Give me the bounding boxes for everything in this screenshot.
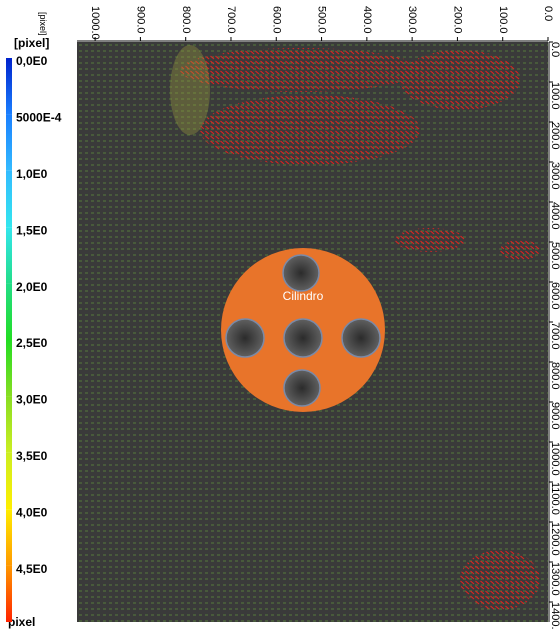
x-tick-label: 300.0 (406, 6, 418, 34)
colorbar-tick-label: 3,0E0 (16, 393, 48, 407)
y-tick-label: 300.0 (549, 162, 560, 190)
x-tick-label: 100.0 (497, 6, 509, 34)
x-tick-label: 400.0 (361, 6, 373, 34)
y-tick-label: 600.0 (549, 282, 560, 310)
colorbar-segment (6, 509, 12, 566)
holes (225, 254, 381, 407)
colorbar-segment (6, 565, 12, 622)
y-tick-label: 400.0 (549, 202, 560, 230)
colorbar-unit: pixel (8, 615, 35, 629)
colorbar-segment (6, 227, 12, 284)
colorbar-tick-label: 0,0E0 (16, 54, 48, 68)
colorbar-segment (6, 452, 12, 510)
x-tick-label: 900.0 (134, 6, 146, 34)
colorbar-tick-label: 2,0E0 (16, 280, 48, 294)
colorbar-segment (6, 283, 12, 340)
x-tick-label: 600.0 (270, 6, 282, 34)
colorbar-tick-label: 1,0E0 (16, 167, 48, 181)
y-tick-label: 200.0 (549, 122, 560, 150)
plot-area: Cilindro (77, 42, 548, 622)
colorbar-segment (6, 170, 12, 228)
y-tick-label: 700.0 (549, 322, 560, 350)
colorbar-title: [pixel] (14, 36, 49, 50)
high-velocity-regions (170, 45, 540, 610)
x-tick-label: 700.0 (225, 6, 237, 34)
x-axis-label: [pixel] (38, 12, 48, 36)
x-tick-label: 500.0 (316, 6, 328, 34)
y-tick-label: 1300.0 (549, 562, 560, 596)
colorbar: [pixel] pixel 0,0E0 5000E-4 1,0E0 1,5E0 2,0E… (6, 36, 62, 629)
colorbar-segment (6, 396, 12, 453)
x-tick-label: 1000.0 (89, 6, 101, 40)
colorbar-segment (6, 340, 12, 397)
y-tick-label: 1100.0 (549, 482, 560, 515)
colorbar-tick-label: 5000E-4 (16, 111, 62, 125)
x-tick-label: 0.0 (542, 6, 554, 21)
y-tick-label: 0.0 (549, 42, 560, 57)
colorbar-tick-label: 4,5E0 (16, 562, 48, 576)
y-tick-label: 1000.0 (549, 442, 560, 476)
colorbar-segment (6, 58, 12, 115)
y-tick-label: 500.0 (549, 242, 560, 270)
colorbar-tick-label: 1,5E0 (16, 223, 48, 237)
y-tick-label: 900.0 (549, 402, 560, 430)
y-tick-label: 1400.0 (549, 602, 560, 629)
y-tick-label: 800.0 (549, 362, 560, 390)
colorbar-tick-label: 2,5E0 (16, 336, 48, 350)
colorbar-tick-label: 3,5E0 (16, 449, 48, 463)
colorbar-segment (6, 114, 12, 171)
x-tick-label: 200.0 (452, 6, 464, 34)
colorbar-tick-label: 4,0E0 (16, 505, 48, 519)
annotation: Cilindro (283, 289, 324, 303)
x-tick-label: 800.0 (180, 6, 192, 34)
y-tick-label: 100.0 (549, 82, 560, 110)
y-tick-label: 1200.0 (549, 522, 560, 556)
